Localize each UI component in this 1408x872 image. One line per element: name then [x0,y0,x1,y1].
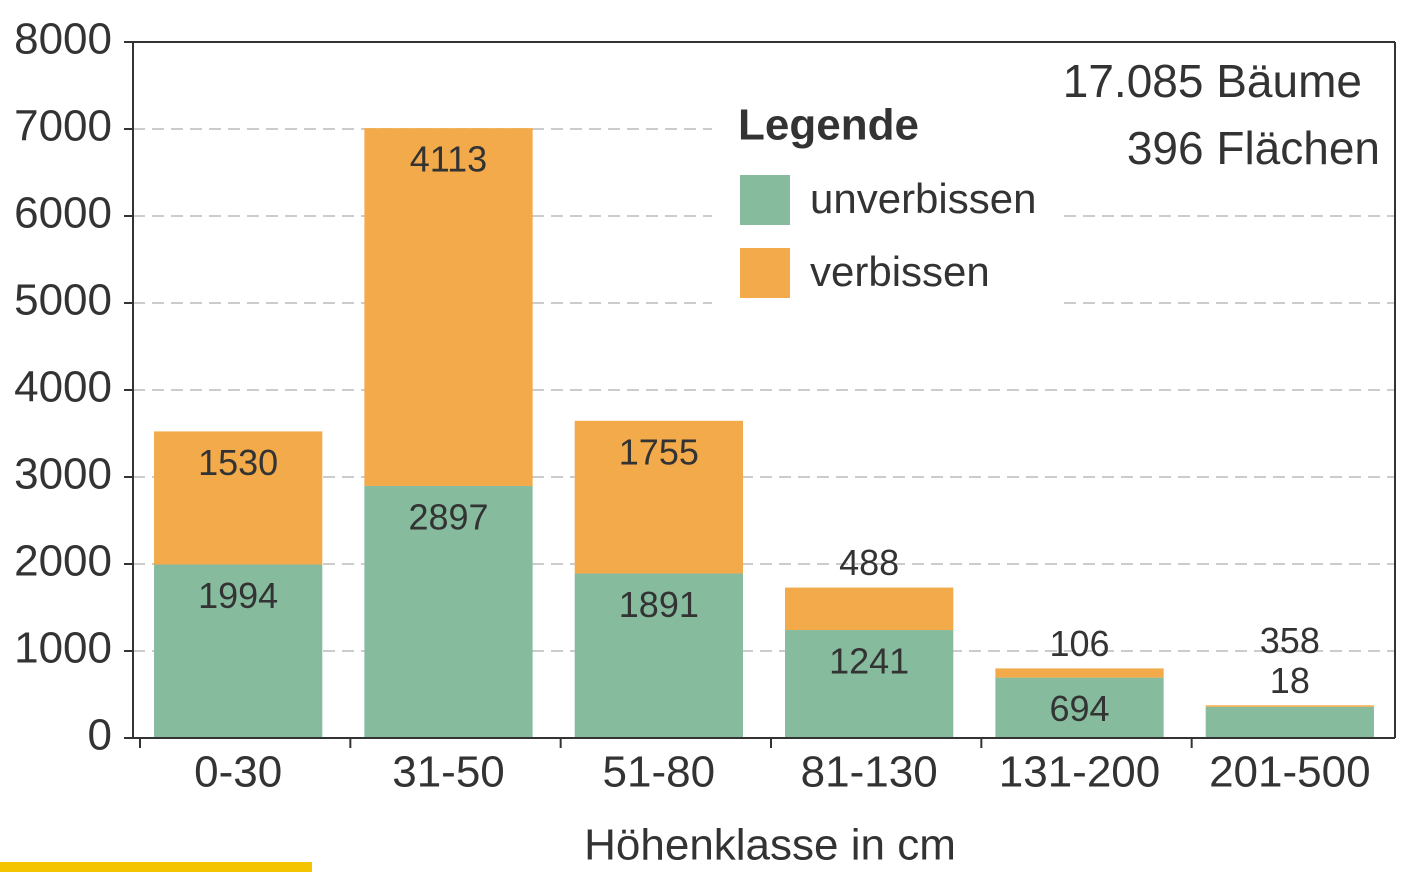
annotation: 396 Flächen [1127,122,1380,174]
y-tick-label: 7000 [14,102,112,151]
x-tick-label: 31-50 [392,748,505,797]
data-label: 488 [839,542,899,583]
bar-segment [1205,706,1374,738]
bar-segment [364,485,533,738]
x-tick-label: 81-130 [801,748,938,797]
data-label: 18 [1270,660,1310,701]
legend-title: Legende [738,101,919,150]
bar-segment [154,431,323,565]
x-axis-label: Höhenklasse in cm [584,821,956,870]
annotation: 17.085 Bäume [1063,55,1362,107]
bar-segment [154,564,323,738]
y-tick-label: 4000 [14,363,112,412]
bar-segment [364,128,533,486]
y-tick-label: 3000 [14,450,112,499]
bar-segment [574,573,743,738]
legend-label: unverbissen [810,175,1036,222]
marks [154,128,1374,738]
x-tick-label: 51-80 [603,748,716,797]
bar-segment [785,587,954,631]
data-label: 2897 [408,496,488,537]
y-tick-label: 0 [88,711,112,760]
bar-segment [1205,705,1374,707]
y-tick-label: 5000 [14,276,112,325]
bar-segment [995,677,1164,738]
legend-label: verbissen [810,248,990,295]
data-label: 1755 [619,431,699,472]
x-tick-label: 131-200 [999,748,1160,797]
x-tick-label: 201-500 [1209,748,1370,797]
data-label: 358 [1260,620,1320,661]
decor-strip [0,862,312,872]
data-label: 1994 [198,575,278,616]
x-tick-label: 0-30 [194,748,282,797]
annotation-bg [1060,55,1395,180]
data-label: 1241 [829,641,909,682]
y-tick-label: 6000 [14,189,112,238]
data-label: 1891 [619,584,699,625]
bar-segment [785,630,954,738]
y-tick-label: 8000 [14,15,112,64]
y-tick-label: 2000 [14,537,112,586]
data-label: 4113 [410,139,487,180]
legend-swatch [740,175,790,225]
y-tick-label: 1000 [14,624,112,673]
bar-segment [574,420,743,574]
bar-segment [995,668,1164,678]
legend-swatch [740,248,790,298]
data-label: 106 [1049,623,1109,664]
data-label: 694 [1049,688,1109,729]
data-label: 1530 [198,442,278,483]
